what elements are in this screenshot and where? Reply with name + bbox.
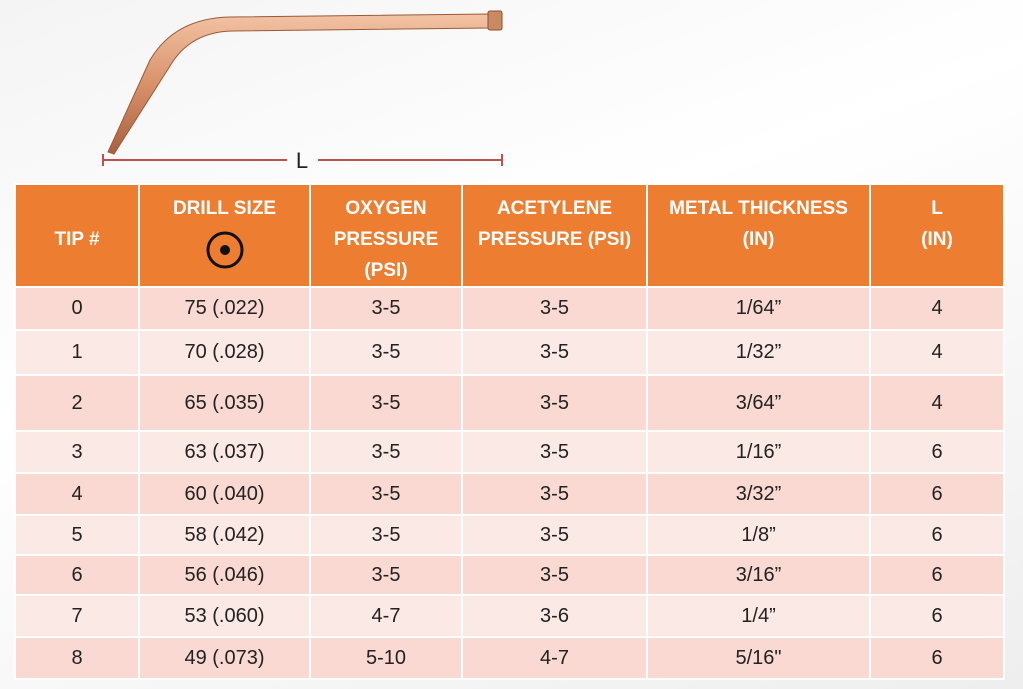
header-cell: DRILL SIZE (138, 183, 311, 288)
table-cell: 5 (14, 514, 140, 556)
table-cell: 6 (869, 430, 1005, 474)
table-cell: 6 (14, 554, 140, 596)
table-cell: 53 (.060) (138, 594, 311, 638)
table-cell: 75 (.022) (138, 286, 311, 331)
table-cell: 1/64” (646, 286, 871, 331)
table-cell: 3-5 (309, 554, 463, 596)
table-cell: 3-5 (309, 430, 463, 474)
table-cell: 60 (.040) (138, 472, 311, 516)
dimension-label: L (296, 148, 308, 173)
header-cell: L (IN) (869, 183, 1005, 288)
table-cell: 3-5 (309, 286, 463, 331)
drill-icon (206, 231, 243, 269)
table-row: 4 60 (.040) 3-5 3-5 3/32” 6 (14, 472, 1005, 516)
header-cell: TIP # (14, 183, 140, 288)
header-row: TIP # DRILL SIZE OXYGEN PRESSURE (PSI) ACETYL… (14, 183, 1005, 288)
table-cell: 1/32” (646, 329, 871, 376)
tip-thread (487, 10, 503, 31)
table-cell: 4 (869, 374, 1005, 432)
table-cell: 4-7 (309, 594, 463, 638)
table-cell: 3 (14, 430, 140, 474)
table-cell: 6 (869, 554, 1005, 596)
welding-tip (107, 13, 491, 155)
header-text: (IN) (742, 229, 775, 250)
table-cell: 1/8” (646, 514, 871, 556)
table-cell: 1 (14, 329, 140, 376)
table-cell: 3/64” (646, 374, 871, 432)
table-cell: 6 (869, 514, 1005, 556)
table-cell: 3-5 (309, 514, 463, 556)
table-row: 6 56 (.046) 3-5 3-5 3/16” 6 (14, 554, 1005, 596)
table-cell: 3-5 (461, 286, 648, 331)
header-cell: ACETYLENE PRESSURE (PSI) (461, 183, 648, 288)
table-row: 2 65 (.035) 3-5 3-5 3/64” 4 (14, 374, 1005, 432)
table-cell: 4 (869, 329, 1005, 376)
table-cell: 3-5 (461, 329, 648, 376)
header-cell: METAL THICKNESS (IN) (646, 183, 871, 288)
table-cell: 3-5 (461, 472, 648, 516)
table-cell: 56 (.046) (138, 554, 311, 596)
header-text: TIP # (54, 229, 100, 250)
table-row: 3 63 (.037) 3-5 3-5 1/16” 6 (14, 430, 1005, 474)
table-row: 1 70 (.028) 3-5 3-5 1/32” 4 (14, 329, 1005, 376)
table-cell: 1/4” (646, 594, 871, 638)
table-cell: 70 (.028) (138, 329, 311, 376)
table-cell: 3-5 (309, 329, 463, 376)
table-cell: 3-5 (309, 374, 463, 432)
header-text: ACETYLENE (496, 198, 613, 219)
tip-illustration: L (102, 10, 503, 173)
table-cell: 5/16" (646, 636, 871, 680)
header-text: DRILL SIZE (172, 198, 277, 219)
table-cell: 4-7 (461, 636, 648, 680)
table-cell: 49 (.073) (138, 636, 311, 680)
table-cell: 8 (14, 636, 140, 680)
header-text: L (931, 198, 943, 219)
table-cell: 6 (869, 636, 1005, 680)
table-row: 7 53 (.060) 4-7 3-6 1/4” 6 (14, 594, 1005, 638)
table-cell: 3-5 (461, 514, 648, 556)
header-text: METAL THICKNESS (669, 198, 848, 219)
table-row: 8 49 (.073) 5-10 4-7 5/16" 6 (14, 636, 1005, 680)
header-text: PRESSURE (333, 229, 439, 250)
table-cell: 63 (.037) (138, 430, 311, 474)
table-cell: 3/32” (646, 472, 871, 516)
table-cell: 3-5 (461, 374, 648, 432)
table-cell: 4 (869, 286, 1005, 331)
table-cell: 5-10 (309, 636, 463, 680)
spec-table: TIP # DRILL SIZE OXYGEN PRESSURE (PSI) ACETYL… (14, 183, 1005, 680)
header-cell: OXYGEN PRESSURE (PSI) (309, 183, 463, 288)
table-cell: 3-6 (461, 594, 648, 638)
table-row: 5 58 (.042) 3-5 3-5 1/8” 6 (14, 514, 1005, 556)
table-cell: 6 (869, 472, 1005, 516)
table-body: 0 75 (.022) 3-5 3-5 1/64” 4 1 70 (.028) 3-5 3-5 1/… (14, 286, 1005, 680)
table-cell: 3-5 (461, 554, 648, 596)
header-text: PRESSURE (PSI) (477, 229, 632, 250)
table-cell: 0 (14, 286, 140, 331)
table-cell: 2 (14, 374, 140, 432)
table-cell: 65 (.035) (138, 374, 311, 432)
header-text: (PSI) (364, 260, 408, 281)
table-cell: 3-5 (461, 430, 648, 474)
table-cell: 3-5 (309, 472, 463, 516)
table-cell: 6 (869, 594, 1005, 638)
table-cell: 4 (14, 472, 140, 516)
table-cell: 7 (14, 594, 140, 638)
table-cell: 1/16” (646, 430, 871, 474)
header-text: (IN) (921, 229, 953, 250)
header-text: OXYGEN (345, 198, 427, 219)
table-cell: 58 (.042) (138, 514, 311, 556)
table-row: 0 75 (.022) 3-5 3-5 1/64” 4 (14, 286, 1005, 331)
table-cell: 3/16” (646, 554, 871, 596)
